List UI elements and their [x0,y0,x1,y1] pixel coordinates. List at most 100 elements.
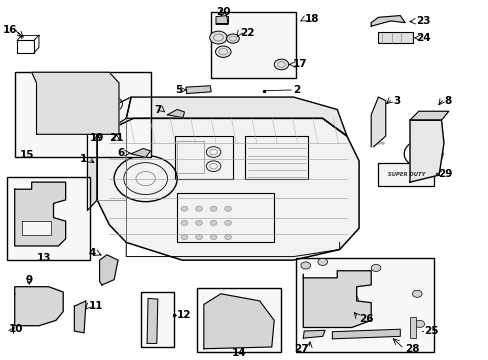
Circle shape [377,135,380,137]
Text: 7: 7 [154,105,161,115]
Text: 5: 5 [174,85,182,95]
Polygon shape [15,287,63,326]
Circle shape [210,220,217,225]
Bar [7,177,90,260]
Polygon shape [100,255,118,285]
Circle shape [377,128,380,130]
Bar [177,141,203,173]
Circle shape [381,121,384,123]
Text: 1: 1 [80,154,87,164]
Circle shape [226,34,239,43]
Polygon shape [203,294,274,349]
Bar [295,258,433,352]
Polygon shape [303,271,370,328]
Circle shape [411,290,421,297]
Bar [211,12,295,78]
Circle shape [377,142,380,144]
Bar [378,163,433,186]
Circle shape [210,235,217,239]
Text: 23: 23 [415,16,429,26]
Text: 16: 16 [3,25,18,35]
Circle shape [381,114,384,116]
Circle shape [224,220,231,225]
Polygon shape [409,111,448,120]
Text: 12: 12 [177,310,191,320]
Circle shape [377,121,380,123]
Polygon shape [370,97,385,147]
Polygon shape [216,15,227,24]
Text: 27: 27 [293,345,308,355]
Circle shape [195,206,202,211]
Text: 28: 28 [405,345,419,355]
Text: 24: 24 [415,33,429,43]
Text: 29: 29 [437,169,451,179]
Text: 21: 21 [109,133,123,143]
Circle shape [300,262,310,269]
Circle shape [181,235,187,239]
Circle shape [373,135,376,137]
Bar [378,32,412,43]
Text: 10: 10 [8,324,23,334]
Text: 9: 9 [26,275,33,285]
Polygon shape [131,148,150,157]
Circle shape [101,262,115,273]
Text: 3: 3 [392,96,400,105]
Circle shape [181,220,187,225]
Bar [409,317,415,338]
Circle shape [224,206,231,211]
Text: 8: 8 [443,96,450,105]
Circle shape [195,220,202,225]
Text: 25: 25 [424,326,438,336]
Bar [174,136,232,179]
Circle shape [317,258,327,265]
Circle shape [147,334,157,342]
Bar [244,136,307,179]
Circle shape [224,235,231,239]
Polygon shape [22,221,51,235]
Circle shape [181,206,187,211]
Circle shape [209,31,227,44]
Circle shape [74,322,84,329]
Circle shape [381,142,384,144]
Bar [15,72,150,157]
Polygon shape [409,120,443,182]
Text: 26: 26 [358,314,373,324]
Circle shape [373,121,376,123]
Polygon shape [167,109,184,118]
Polygon shape [185,86,211,94]
Text: 14: 14 [231,348,246,358]
Circle shape [414,320,424,328]
Polygon shape [87,97,131,211]
Text: SUPER DUTY: SUPER DUTY [387,171,425,176]
Circle shape [213,337,225,346]
Text: 6: 6 [117,148,124,158]
Circle shape [381,135,384,137]
Text: 17: 17 [292,59,306,69]
Bar [17,317,32,324]
Polygon shape [147,298,158,343]
Circle shape [377,114,380,116]
Text: 19: 19 [90,133,104,143]
Text: 22: 22 [240,28,254,38]
Polygon shape [303,330,325,338]
Text: 18: 18 [304,14,319,24]
Circle shape [370,264,380,271]
Polygon shape [15,182,65,246]
Circle shape [274,59,288,70]
Text: 2: 2 [293,85,300,95]
Text: 13: 13 [37,253,51,264]
Circle shape [373,142,376,144]
Circle shape [373,114,376,116]
Bar [196,288,281,352]
Circle shape [195,235,202,239]
Text: 11: 11 [89,301,103,311]
Polygon shape [332,329,400,339]
Bar [177,193,274,242]
Bar [141,292,173,347]
Text: 20: 20 [216,7,230,17]
Circle shape [210,206,217,211]
Polygon shape [126,97,346,136]
Text: 15: 15 [20,150,34,160]
Text: 4: 4 [88,248,96,258]
Circle shape [215,46,230,57]
